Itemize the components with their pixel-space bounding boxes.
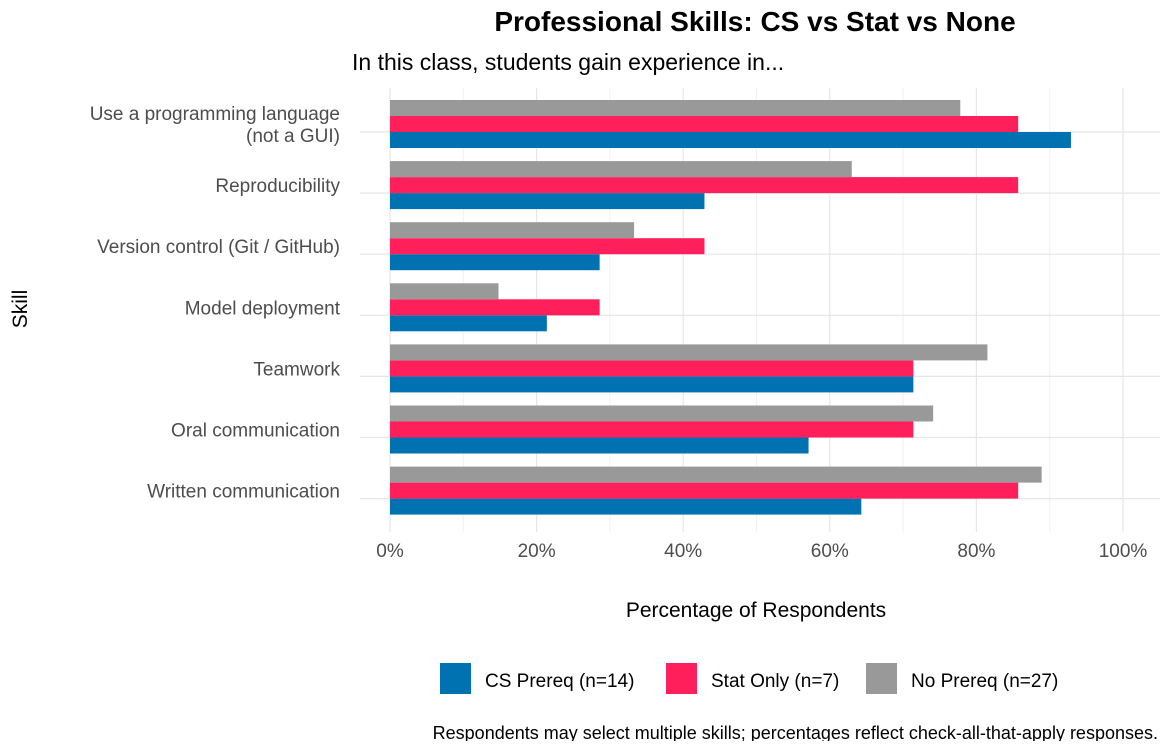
bar [390,161,852,178]
bar [390,482,1019,499]
bar [390,116,1019,132]
legend-key [440,663,471,694]
y-tick-label: Model deployment [185,298,341,319]
chart-subtitle: In this class, students gain experience … [352,49,784,75]
x-tick-label: 40% [664,541,702,562]
bar [390,376,914,393]
bar [390,421,914,438]
bar [390,498,862,515]
y-tick-label: Written communication [147,482,340,503]
y-tick-label: Version control (Git / GitHub) [97,237,340,258]
x-tick-label: 60% [811,541,849,562]
bar [390,238,705,255]
bar [390,299,600,316]
bars [390,100,1071,515]
legend-label: Stat Only (n=7) [711,671,839,692]
bar [390,315,547,332]
legend-key [666,663,697,694]
y-tick-label: Oral communication [171,421,340,442]
bar [390,344,988,361]
legend-key [866,663,897,694]
bar [390,177,1019,194]
legend-label: CS Prereq (n=14) [485,671,634,692]
y-axis-tick-labels: Use a programming language(not a GUI) Rep… [90,104,341,503]
y-tick-label: Reproducibility [215,176,340,197]
bar [390,360,914,377]
x-axis-tick-labels: 0% 20% 40% 60% 80% 100% [376,541,1147,562]
bar [390,437,809,454]
chart-title: Professional Skills: CS vs Stat vs None [494,6,1015,37]
bar [390,132,1071,148]
bar [390,222,635,239]
bar [390,100,961,116]
x-axis-label: Percentage of Respondents [626,599,886,622]
chart-caption: Respondents may select multiple skills; … [433,723,1158,741]
bar [390,466,1042,483]
x-tick-label: 80% [957,541,995,562]
y-tick-label: (not a GUI) [246,126,340,147]
legend: CS Prereq (n=14) Stat Only (n=7) No Prereq… [440,663,1058,694]
y-tick-label: Teamwork [253,359,340,380]
x-tick-label: 0% [376,541,404,562]
y-tick-label: Use a programming language [90,104,340,125]
legend-label: No Prereq (n=27) [911,671,1058,692]
x-tick-label: 20% [518,541,556,562]
bar [390,405,934,422]
bar [390,193,705,210]
bar [390,254,600,271]
x-tick-label: 100% [1099,541,1148,562]
y-axis-label: Skill [9,290,32,329]
bar [390,283,499,300]
